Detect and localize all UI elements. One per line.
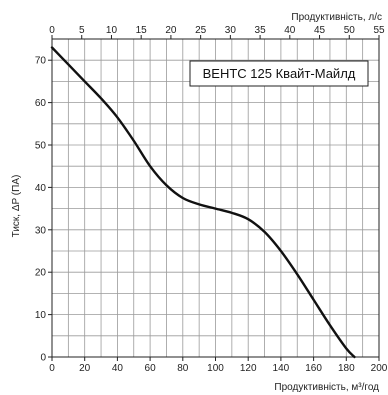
y-axis-ticks: 0 10 20 30 40 50 60 70: [35, 56, 52, 364]
x-top-tick-label: 55: [373, 25, 385, 36]
x-tick-label: 140: [273, 363, 290, 374]
x-tick-label: 100: [207, 363, 224, 374]
y-axis-label: Тиск, ΔP (ПА): [11, 175, 22, 238]
x-top-tick-label: 25: [195, 25, 207, 36]
x-top-tick-label: 5: [79, 25, 85, 36]
grid: [51, 38, 380, 358]
x-top-tick-label: 30: [225, 25, 237, 36]
y-tick-label: 60: [35, 98, 47, 109]
x-tick-label: 180: [338, 363, 355, 374]
x-tick-label: 0: [49, 363, 55, 374]
y-tick-label: 40: [35, 183, 47, 194]
legend: ВЕНТС 125 Квайт-Майлд: [189, 60, 369, 87]
y-tick-label: 50: [35, 141, 47, 152]
x-top-tick-label: 45: [314, 25, 326, 36]
x-tick-label: 120: [240, 363, 257, 374]
x-tick-label: 80: [177, 363, 189, 374]
x-axis-top-ticks: 0 5 10 15 20 25 30 35 40 45 50 55: [49, 25, 385, 39]
x-top-tick-label: 50: [344, 25, 356, 36]
series-layer: [50, 46, 356, 359]
x-top-tick-label: 20: [165, 25, 177, 36]
x-tick-label: 20: [79, 363, 91, 374]
x-axis-bottom-ticks: 0 20 40 60 80 100 120 140 160 180 200: [49, 357, 388, 374]
x-axis-bottom-label: Продуктивність, м³/год: [274, 382, 379, 393]
x-axis-top-label: Продуктивність, л/с: [291, 12, 382, 23]
x-tick-label: 160: [305, 363, 322, 374]
x-top-tick-label: 15: [136, 25, 148, 36]
y-tick-label: 30: [35, 225, 47, 236]
y-tick-label: 0: [40, 353, 46, 364]
x-top-tick-label: 40: [284, 25, 296, 36]
legend-entry: ВЕНТС 125 Квайт-Майлд: [203, 66, 356, 81]
x-tick-label: 40: [112, 363, 124, 374]
series-line: [50, 46, 356, 359]
x-tick-label: 200: [371, 363, 388, 374]
x-tick-label: 60: [145, 363, 157, 374]
x-top-tick-label: 0: [49, 25, 55, 36]
x-top-tick-label: 10: [106, 25, 118, 36]
y-tick-label: 10: [35, 310, 47, 321]
y-tick-label: 70: [35, 56, 47, 67]
y-tick-label: 20: [35, 268, 47, 279]
legend-box: [189, 60, 369, 87]
x-top-tick-label: 35: [255, 25, 267, 36]
